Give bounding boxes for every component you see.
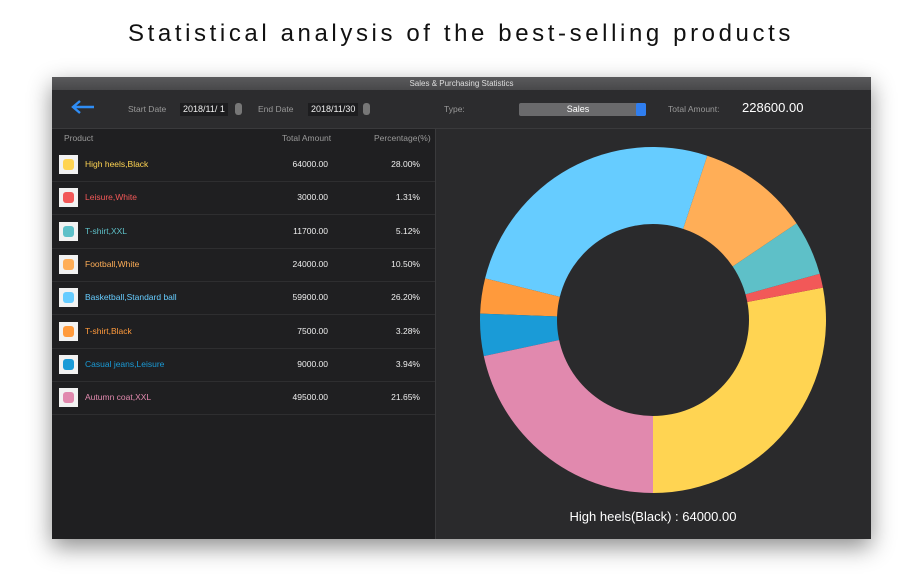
amount: 9000.00 (297, 358, 328, 369)
amount: 7500.00 (297, 325, 328, 336)
table-row: T-shirt,Black 7500.00 3.28% (52, 315, 435, 349)
product-icon (59, 254, 78, 274)
type-label: Type: (444, 104, 465, 114)
amount: 64000.00 (292, 159, 328, 169)
back-arrow (71, 100, 94, 114)
page-title: Statistical analysis of the best-selling… (128, 20, 794, 47)
donut-hole (557, 224, 749, 416)
toolbar: Start Date 2018/11/ 1 End Date 2018/11/3… (52, 90, 871, 129)
start-date[interactable]: 2018/11/ 1 (180, 103, 228, 116)
product-name: High heels,Black (85, 159, 149, 169)
amount: 3000.00 (297, 192, 328, 203)
end-label: End Date (258, 104, 294, 114)
back-button[interactable] (70, 99, 96, 115)
percentage: 28.00% (391, 159, 420, 169)
type-value: Sales (566, 104, 590, 114)
app-window: Sales & Purchasing Statistics Start Date… (52, 77, 871, 539)
icon-glyph (63, 192, 74, 204)
percentage: 5.12% (395, 225, 420, 236)
product-icon (59, 288, 78, 308)
product-icon (59, 155, 78, 174)
dropdown-arrow (636, 103, 646, 116)
total-label: Total Amount: (668, 104, 720, 114)
percentage: 1.31% (395, 192, 420, 203)
product-name: T-shirt,XXL (85, 225, 128, 236)
total-value: 228600.00 (742, 100, 804, 115)
percentage: 10.50% (391, 258, 420, 269)
table-row: Casual jeans,Leisure 9000.00 3.94% (52, 348, 435, 382)
table-body: High heels,Black 64000.00 28.00% Leisure,Wh… (52, 148, 435, 528)
table-row: High heels,Black 64000.00 28.00% (52, 148, 435, 182)
table-row: Football,White 24000.00 10.50% (52, 248, 435, 282)
icon-glyph (63, 325, 74, 337)
icon-glyph (63, 292, 74, 304)
start-label: Start Date (128, 104, 167, 114)
table-row: Basketball,Standard ball 59900.00 26.20% (52, 281, 435, 316)
amount: 24000.00 (292, 258, 328, 269)
icon-glyph (63, 159, 74, 170)
end-date[interactable]: 2018/11/30 (308, 103, 359, 116)
icon-glyph (63, 358, 74, 370)
product-icon (59, 321, 78, 341)
icon-glyph (63, 258, 74, 270)
table-row: Leisure,White 3000.00 1.31% (52, 181, 435, 216)
percentage: 26.20% (391, 292, 420, 303)
product-name: Casual jeans,Leisure (85, 358, 165, 369)
product-name: T-shirt,Black (85, 325, 132, 336)
product-icon (59, 354, 78, 374)
product-name: Autumn coat,XXL (85, 392, 152, 403)
product-name: Basketball,Standard ball (85, 292, 177, 303)
percentage: 3.28% (395, 325, 420, 336)
type-dropdown[interactable]: Sales (519, 103, 646, 116)
icon-glyph (63, 392, 74, 404)
percentage: 21.65% (391, 392, 420, 403)
product-icon (59, 388, 78, 408)
icon-glyph (63, 225, 74, 237)
column-header: Product (64, 133, 94, 143)
end-stepper[interactable] (363, 103, 370, 115)
column-header: Total Amount (282, 133, 332, 143)
amount: 59900.00 (292, 292, 328, 303)
product-name: Football,White (85, 258, 140, 269)
table-row: Autumn coat,XXL 49500.00 21.65% (52, 381, 435, 416)
column-header: Percentage(%) (374, 133, 431, 143)
percentage: 3.94% (395, 358, 420, 369)
table-row: T-shirt,XXL 11700.00 5.12% (52, 215, 435, 249)
start-stepper[interactable] (235, 103, 242, 115)
product-table: Product Total Amount Percentage(%) High … (52, 129, 436, 539)
amount: 49500.00 (292, 392, 328, 403)
product-icon (59, 188, 78, 208)
product-name: Leisure,White (85, 192, 137, 203)
product-icon (59, 221, 78, 241)
amount: 11700.00 (293, 225, 328, 236)
chart-caption: High heels(Black) : 64000.00 (570, 509, 737, 524)
window-title: Sales & Purchasing Statistics (52, 77, 871, 90)
donut-chart: High heels(Black) : 64000.00 (480, 147, 826, 524)
